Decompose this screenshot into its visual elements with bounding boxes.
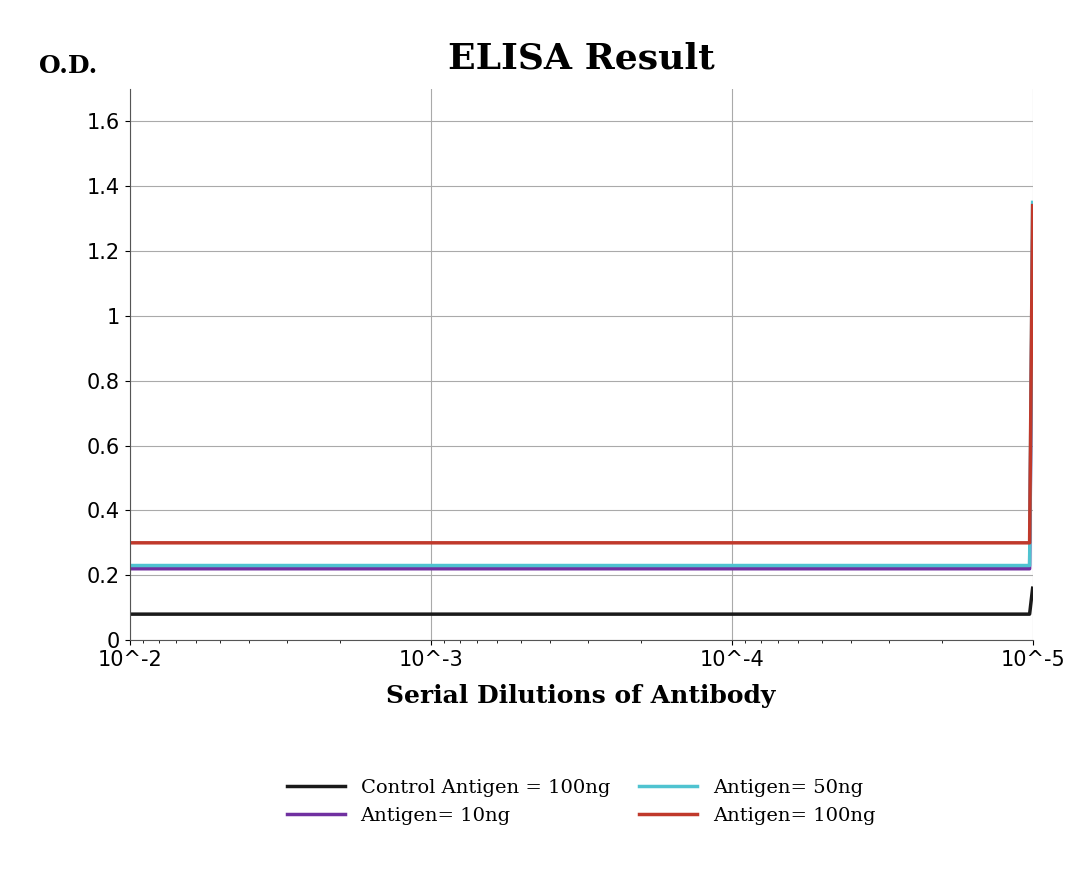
X-axis label: Serial Dilutions of Antibody: Serial Dilutions of Antibody [387, 684, 775, 708]
Text: O.D.: O.D. [39, 54, 97, 78]
Legend: Control Antigen = 100ng, Antigen= 10ng, Antigen= 50ng, Antigen= 100ng: Control Antigen = 100ng, Antigen= 10ng, … [279, 771, 883, 832]
Title: ELISA Result: ELISA Result [448, 41, 715, 75]
